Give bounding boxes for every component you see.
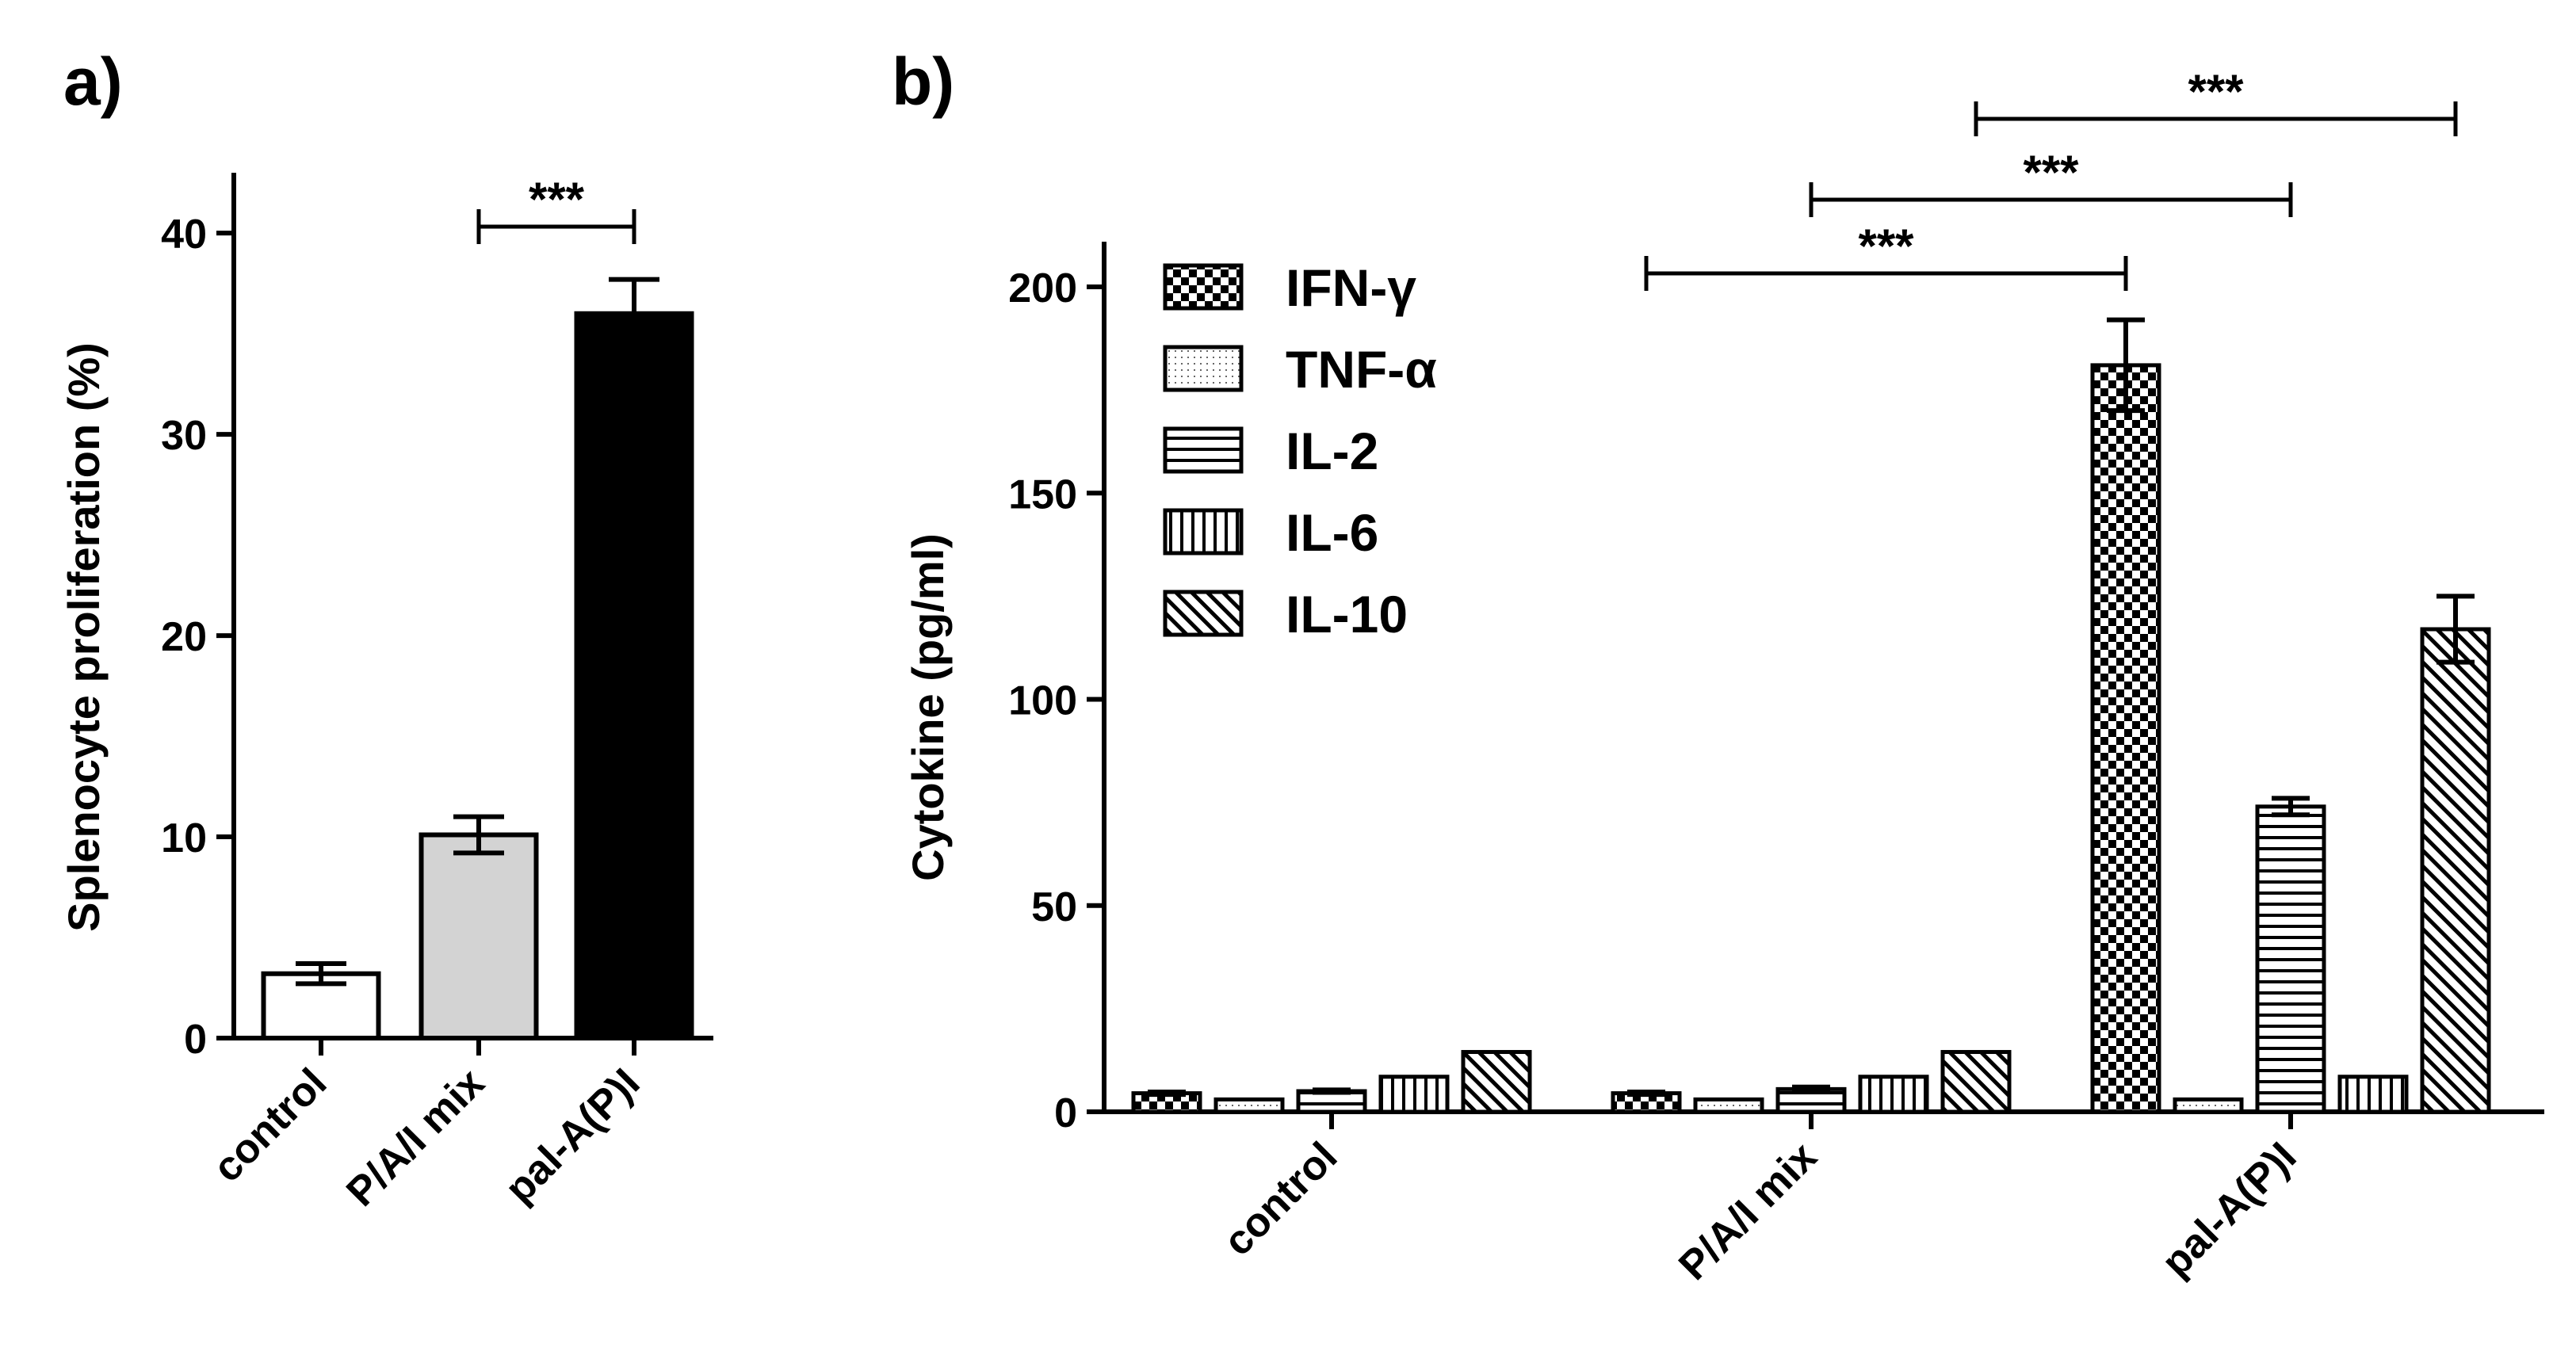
bar-tnf-pal-a-p-i — [2173, 1097, 2244, 1114]
legend-swatch-il-2 — [1163, 426, 1244, 474]
panel-b-x-tick-label: control — [1215, 1133, 1347, 1265]
legend-label-ifn: IFN-γ — [1286, 258, 1416, 317]
bar-il-10-pal-a-p-i — [2420, 627, 2491, 1114]
panel-a-x-tick-label: pal-A(P)I — [496, 1059, 648, 1212]
legend-label-tnf: TNF-α — [1286, 340, 1437, 399]
legend-label-il-6: IL-6 — [1286, 503, 1378, 562]
legend-swatch-tnf — [1163, 345, 1244, 392]
bar-tnf-control — [1213, 1097, 1285, 1114]
bar-pal-a-p-i — [574, 311, 694, 1040]
panel-a-y-tick-label: 40 — [161, 212, 207, 258]
panel-b-y-axis-label: Cytokine (pg/ml) — [903, 533, 953, 881]
panel-b-x-tick-label: pal-A(P)I — [2153, 1133, 2305, 1285]
panel-a-x-tick-label: control — [204, 1059, 336, 1191]
significance-label: *** — [1858, 220, 1914, 273]
significance-label: *** — [529, 173, 585, 226]
significance-label: *** — [2023, 146, 2079, 199]
bar-il-2-pal-a-p-i — [2255, 804, 2326, 1114]
panel-a-y-tick-label: 30 — [161, 413, 207, 459]
legend-label-il-2: IL-2 — [1286, 422, 1378, 480]
panel-b-axes: 0 50 100 150 200 control P/A/I mix pal-A(P)I — [1008, 242, 2544, 1289]
panel-b-y-tick-label: 50 — [1031, 884, 1077, 930]
panel-a-bars — [261, 277, 694, 1040]
bar-il-10-control — [1461, 1050, 1532, 1114]
panel-a-label: a) — [63, 44, 123, 119]
legend: IFN-γ TNF-α IL-2 IL-6 IL-10 — [1163, 258, 1437, 643]
panel-a-y-tick-label: 10 — [161, 815, 207, 861]
panel-b-y-tick-label: 100 — [1008, 678, 1077, 724]
bar-il-10-p-a-i-mix — [1940, 1050, 2012, 1114]
panel-b-x-tick-label: P/A/I mix — [1670, 1133, 1825, 1289]
panel-b-y-tick-label: 150 — [1008, 472, 1077, 517]
panel-a-x-tick-label: P/A/I mix — [338, 1059, 493, 1215]
panel-a-y-axis-label: Splenocyte proliferation (%) — [59, 342, 109, 932]
panel-b-bars — [1131, 317, 2491, 1114]
panel-b-label: b) — [892, 44, 954, 119]
panel-b-y-tick-label: 200 — [1008, 265, 1077, 311]
significance-label: *** — [2188, 65, 2244, 118]
bar-p-a-i-mix — [419, 832, 539, 1040]
legend-swatch-il-6 — [1163, 508, 1244, 556]
bar-il-6-pal-a-p-i — [2337, 1075, 2409, 1114]
panel-b-significance: *** *** *** — [1644, 65, 2458, 291]
bar-ifn-pal-a-p-i — [2090, 363, 2161, 1114]
panel-a-significance: *** — [476, 173, 636, 244]
legend-label-il-10: IL-10 — [1286, 585, 1408, 643]
legend-swatch-ifn — [1163, 263, 1244, 311]
panel-a-y-tick-label: 20 — [161, 614, 207, 660]
bar-tnf-p-a-i-mix — [1693, 1097, 1764, 1114]
bar-il-6-control — [1378, 1075, 1450, 1114]
panel-b-y-tick-label: 0 — [1054, 1090, 1077, 1136]
panel-a-y-tick-label: 0 — [184, 1017, 207, 1063]
bar-il-6-p-a-i-mix — [1858, 1075, 1929, 1114]
legend-swatch-il-10 — [1163, 590, 1244, 637]
